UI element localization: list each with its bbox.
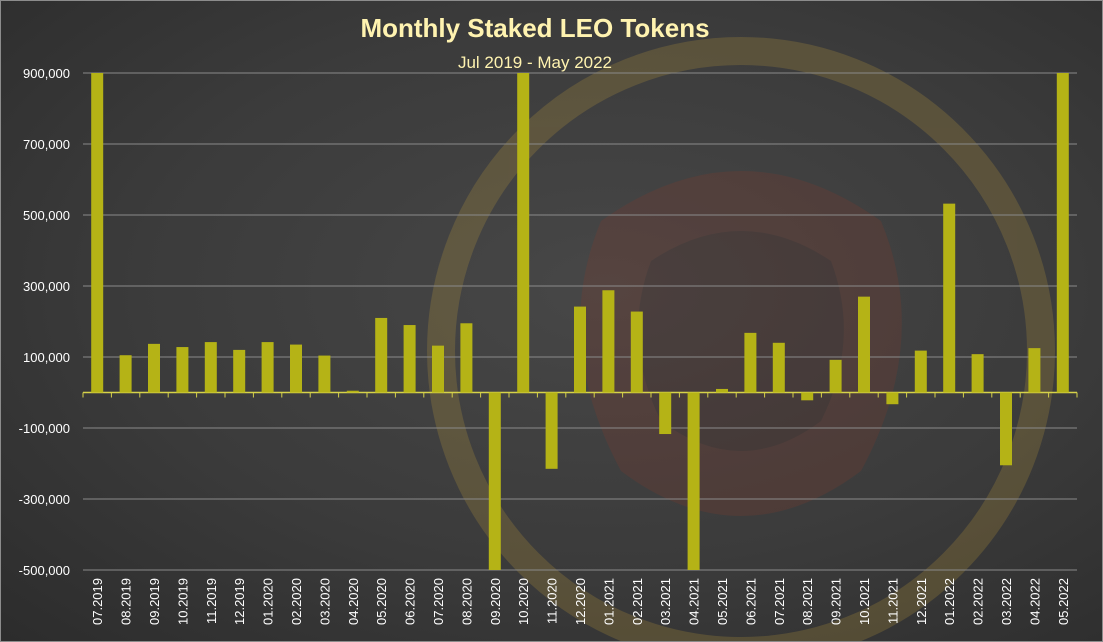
y-axis-ticks: 900,000 700,000 500,000 300,000 100,000 -100,… xyxy=(19,66,70,578)
bar xyxy=(233,349,246,393)
bar xyxy=(574,306,586,393)
x-tick-label: 07.2019 xyxy=(90,578,105,625)
x-tick-label: 03.2021 xyxy=(658,578,673,625)
x-tick-label: 03.2020 xyxy=(317,578,332,625)
y-tick-label: -300,000 xyxy=(19,492,70,507)
x-tick-label: 05.2020 xyxy=(374,578,389,625)
bar xyxy=(1028,348,1041,393)
x-tick-label: 01.2021 xyxy=(601,578,616,625)
bar xyxy=(176,347,189,393)
bar xyxy=(829,359,842,393)
bar xyxy=(545,392,558,469)
bar xyxy=(432,345,444,393)
bar xyxy=(375,317,388,393)
bar xyxy=(204,342,217,393)
x-tick-label: 04.2021 xyxy=(687,578,702,625)
x-tick-label: 05.2022 xyxy=(1056,578,1071,625)
x-tick-label: 09.2019 xyxy=(147,578,162,625)
bar xyxy=(886,392,899,405)
x-tick-label: 05.2021 xyxy=(715,578,730,625)
x-tick-label: 11.2020 xyxy=(545,578,560,624)
y-tick-label: 700,000 xyxy=(23,137,70,152)
bar xyxy=(1056,73,1069,393)
bar xyxy=(517,73,530,393)
bar xyxy=(687,392,700,570)
y-tick-label: 500,000 xyxy=(23,208,70,223)
x-tick-label: 11.2019 xyxy=(204,578,219,624)
x-axis-ticks: 07.2019 08.2019 09.2019 10.2019 11.2019 12.20… xyxy=(90,578,1071,625)
x-tick-label: 06.2020 xyxy=(403,578,418,625)
x-tick-label: 09.2020 xyxy=(488,578,503,625)
y-tick-label: -100,000 xyxy=(19,421,70,436)
bar xyxy=(346,390,359,393)
x-tick-label: 02.2021 xyxy=(630,578,645,625)
x-tick-label: 01.2020 xyxy=(261,578,276,625)
bar xyxy=(1000,392,1012,466)
bar xyxy=(91,73,104,393)
bar xyxy=(914,350,927,393)
y-tick-label: 900,000 xyxy=(23,66,70,81)
chart-title: Monthly Staked LEO Tokens xyxy=(360,13,709,43)
x-tick-label: 01.2022 xyxy=(942,578,957,625)
bar xyxy=(602,290,615,393)
bars xyxy=(91,73,1069,570)
x-tick-label: 06.2021 xyxy=(743,578,758,625)
bar xyxy=(971,354,984,393)
bar xyxy=(744,332,757,393)
x-tick-label: 09.2021 xyxy=(829,578,844,625)
x-tick-label: 03.2022 xyxy=(999,578,1014,625)
bar xyxy=(261,342,274,393)
zero-axis xyxy=(82,391,1078,398)
chart-subtitle: Jul 2019 - May 2022 xyxy=(458,53,612,72)
x-tick-label: 08.2019 xyxy=(119,578,134,625)
bar xyxy=(148,343,160,393)
bar xyxy=(801,392,814,401)
bar xyxy=(772,342,785,393)
bar xyxy=(318,355,331,393)
x-tick-label: 08.2021 xyxy=(800,578,815,625)
x-tick-label: 12.2021 xyxy=(914,578,929,625)
bar xyxy=(858,296,870,393)
bar xyxy=(403,325,416,393)
bar xyxy=(943,203,956,393)
y-tick-label: 300,000 xyxy=(23,279,70,294)
y-tick-label: 100,000 xyxy=(23,350,70,365)
bar xyxy=(630,311,643,393)
x-tick-label: 02.2022 xyxy=(971,578,986,625)
x-tick-label: 12.2020 xyxy=(573,578,588,625)
x-tick-label: 07.2020 xyxy=(431,578,446,625)
bar xyxy=(488,392,501,570)
y-tick-label: -500,000 xyxy=(19,563,70,578)
x-tick-label: 02.2020 xyxy=(289,578,304,625)
x-tick-label: 12.2019 xyxy=(232,578,247,625)
bar xyxy=(460,323,473,393)
x-tick-label: 04.2022 xyxy=(1027,578,1042,625)
bar xyxy=(290,344,302,393)
x-tick-label: 04.2020 xyxy=(346,578,361,625)
bar xyxy=(716,388,728,393)
bar xyxy=(119,355,132,393)
x-tick-label: 10.2020 xyxy=(516,578,531,625)
x-tick-label: 10.2019 xyxy=(175,578,190,625)
x-tick-label: 11.2021 xyxy=(885,578,900,624)
x-tick-label: 08.2020 xyxy=(459,578,474,625)
x-tick-label: 10.2021 xyxy=(857,578,872,625)
bar xyxy=(659,392,672,435)
x-tick-label: 07.2021 xyxy=(772,578,787,625)
